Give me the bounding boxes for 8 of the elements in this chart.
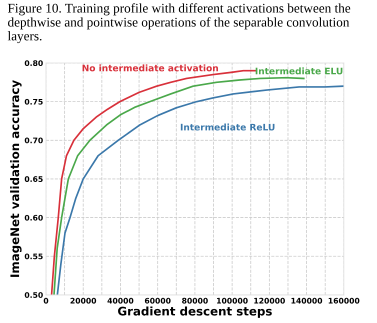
y-axis-title: ImageNet validation accuracy <box>10 80 22 277</box>
series-label: No intermediate activation <box>82 64 218 72</box>
series-label: Intermediate ELU <box>256 67 342 74</box>
chart-title: Figure 10. Training profile with different activations between the depthwise and pointwise operations of the separable convolution layers. <box>8 3 350 44</box>
series-label: Intermediate ReLU <box>180 124 274 131</box>
x-axis-title: Gradient descent steps <box>118 306 272 318</box>
line-series <box>53 76 305 295</box>
line-series <box>56 85 344 295</box>
